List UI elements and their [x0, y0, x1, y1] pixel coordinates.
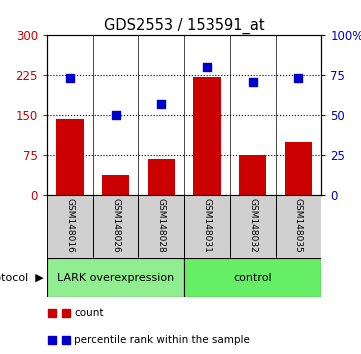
- Bar: [93, 195, 138, 258]
- Text: GSM148031: GSM148031: [203, 198, 212, 253]
- Bar: [47, 258, 184, 297]
- Bar: [275, 195, 321, 258]
- Text: GSM148026: GSM148026: [111, 198, 120, 253]
- Title: GDS2553 / 153591_at: GDS2553 / 153591_at: [104, 18, 264, 34]
- Text: percentile rank within the sample: percentile rank within the sample: [74, 335, 250, 345]
- Bar: [102, 175, 129, 195]
- Bar: [184, 195, 230, 258]
- Bar: [148, 159, 175, 195]
- Text: GSM148032: GSM148032: [248, 198, 257, 253]
- Text: GSM148028: GSM148028: [157, 198, 166, 253]
- Point: [250, 79, 256, 84]
- Text: GSM148016: GSM148016: [65, 198, 74, 253]
- Point: [296, 75, 301, 81]
- Bar: [230, 195, 275, 258]
- Point: [67, 75, 73, 81]
- Bar: [239, 155, 266, 195]
- Point: [158, 101, 164, 107]
- Text: protocol  ▶: protocol ▶: [0, 273, 43, 283]
- Bar: [184, 258, 321, 297]
- Text: GSM148035: GSM148035: [294, 198, 303, 253]
- Text: control: control: [234, 273, 272, 283]
- Bar: [285, 142, 312, 195]
- Text: count: count: [74, 308, 104, 318]
- Point: [204, 64, 210, 70]
- Bar: [56, 119, 83, 195]
- Bar: [193, 77, 221, 195]
- Bar: [47, 195, 93, 258]
- Text: LARK overexpression: LARK overexpression: [57, 273, 174, 283]
- Point: [113, 112, 118, 118]
- Bar: [138, 195, 184, 258]
